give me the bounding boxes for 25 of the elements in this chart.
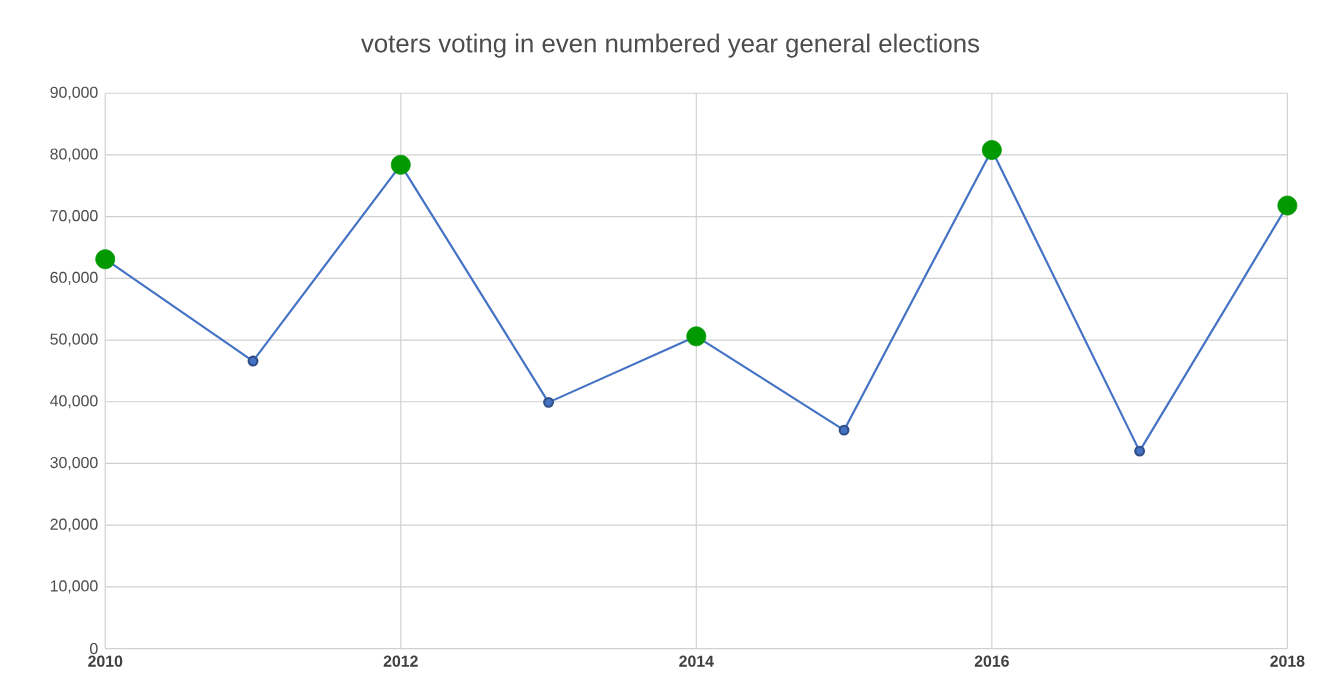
point: [95, 249, 116, 270]
y-tick-label: 50,000: [50, 333, 98, 347]
chart-title: voters voting in even numbered year general elections: [361, 33, 980, 58]
point: [247, 355, 259, 367]
y-tick-label: 20,000: [50, 518, 98, 532]
y-tick-label: 30,000: [50, 456, 98, 470]
x-tick-label: 2016: [974, 655, 1009, 667]
x-tick-label: 2018: [1270, 655, 1305, 667]
point: [838, 424, 850, 436]
y-tick-label: 10,000: [50, 580, 98, 594]
point: [686, 326, 707, 347]
y-tick-label: 60,000: [50, 271, 98, 285]
y-tick-label: 80,000: [50, 148, 98, 162]
point: [1134, 445, 1146, 457]
y-tick-label: 0: [90, 642, 98, 655]
point: [981, 139, 1002, 160]
point: [1277, 195, 1298, 216]
point: [543, 396, 554, 408]
x-tick-label: 2014: [679, 655, 714, 667]
y-tick-label: 70,000: [50, 209, 98, 224]
x-tick-label: 2012: [383, 655, 418, 667]
point: [390, 154, 411, 175]
x-tick-label: 2010: [88, 655, 123, 667]
y-tick-label: 40,000: [50, 395, 98, 409]
y-tick-label: 90,000: [50, 86, 98, 100]
